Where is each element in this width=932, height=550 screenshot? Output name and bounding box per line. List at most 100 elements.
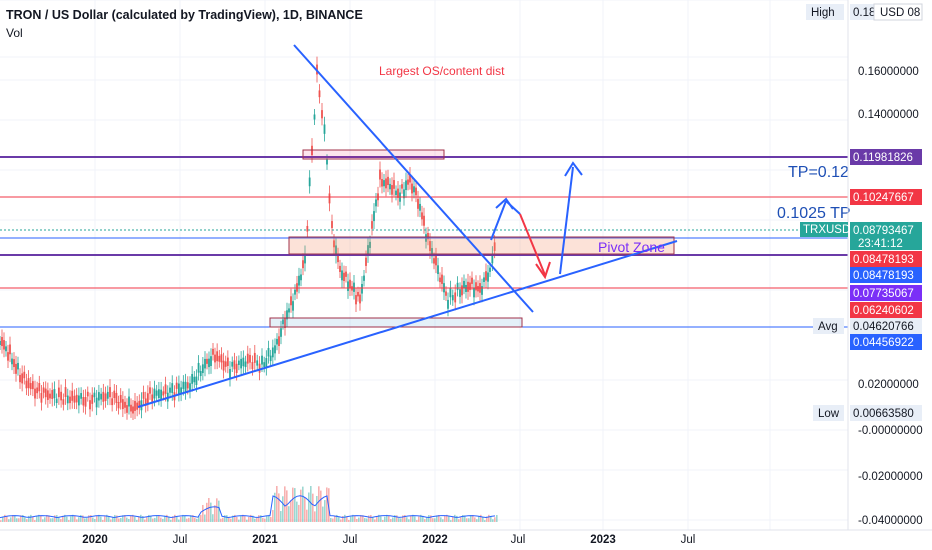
candle-body [304, 253, 306, 264]
volume-bar [380, 516, 382, 522]
volume-bar [158, 515, 160, 522]
volume-bar [166, 514, 168, 522]
candle-body [387, 176, 389, 186]
candle-body [62, 399, 65, 405]
volume-bars [0, 486, 498, 522]
price-axis[interactable]: 0.16000000 0.14000000 0.02000000 -0.0000000… [847, 0, 923, 530]
candle-body [182, 381, 185, 389]
volume-bar [238, 519, 240, 522]
arrow-up-to-tp1[interactable] [559, 161, 583, 275]
candle-body [345, 271, 347, 277]
price-tag-value: 0.08478193 [853, 254, 914, 266]
volume-bar [474, 517, 476, 522]
candle-body [437, 265, 439, 275]
candle-body [109, 387, 111, 398]
volume-bar [244, 516, 246, 522]
volume-bar [54, 515, 56, 522]
volume-bar [410, 515, 412, 522]
candle-body [142, 391, 145, 399]
candle-body [208, 358, 210, 368]
volume-bar [94, 519, 96, 522]
volume-bar [274, 492, 276, 522]
candle-body [265, 358, 268, 368]
candle-body [379, 169, 381, 180]
currency-badge[interactable] [873, 3, 923, 21]
volume-bar [130, 515, 132, 522]
price-tag-label-text: Low [818, 408, 840, 420]
volume-bar [322, 506, 324, 522]
volume-bar [34, 520, 36, 522]
candle-body [25, 380, 28, 389]
volume-bar [356, 518, 358, 522]
volume-bar [272, 510, 274, 522]
arrow-up-to-tp2[interactable] [490, 197, 521, 241]
volume-bar [436, 515, 438, 522]
candle-body [296, 283, 298, 292]
ascending-trendline[interactable] [137, 240, 678, 408]
volume-bar [438, 514, 440, 522]
candle-body [180, 387, 183, 395]
candle-body [461, 285, 463, 296]
zone-bottom[interactable] [269, 317, 523, 328]
descending-trendline[interactable] [293, 44, 534, 313]
volume-bar [428, 515, 430, 522]
volume-bar [4, 514, 6, 522]
candle-body [86, 391, 89, 397]
candle-body [267, 347, 270, 357]
candle-body [463, 280, 465, 288]
candle-body [489, 267, 491, 272]
pivot-zone-label: Pivot Zone [598, 239, 665, 255]
time-tick: Jul [511, 534, 526, 546]
candle-body [171, 383, 174, 393]
candle-body [357, 291, 359, 297]
volume-bar [12, 514, 14, 522]
volume-ma-line [0, 495, 496, 519]
volume-bar [266, 515, 268, 522]
volume-bar [64, 514, 66, 522]
candle-body [132, 406, 134, 414]
price-tag-trx [850, 222, 922, 250]
volume-bar [38, 514, 40, 522]
candle-body [401, 184, 403, 189]
volume-bar [378, 514, 380, 522]
candle-body [381, 178, 383, 187]
volume-bar [76, 519, 78, 522]
zone-top[interactable] [302, 149, 445, 160]
volume-bar [26, 519, 28, 522]
time-axis[interactable]: 2020 Jul 2021 Jul 2022 Jul 2023 Jul [0, 529, 932, 546]
volume-bar [66, 516, 68, 522]
candle-body [439, 277, 441, 283]
candle-body [373, 211, 375, 222]
candle-body [409, 174, 411, 183]
volume-bar [400, 518, 402, 522]
volume-bar [312, 493, 314, 522]
volume-bar [338, 517, 340, 522]
candle-body [134, 400, 136, 411]
volume-bar [108, 516, 110, 522]
arrow-down-to-pivot[interactable] [519, 213, 551, 280]
candle-body [36, 387, 39, 394]
volume-bar [390, 519, 392, 522]
candle-body [477, 285, 479, 292]
volume-bar [170, 519, 172, 522]
candle-body [459, 289, 461, 297]
candle-body [197, 362, 200, 373]
volume-bar [248, 516, 250, 522]
volume-bar [332, 518, 334, 522]
volume-bar [232, 515, 234, 522]
candle-body [29, 383, 32, 390]
candle-body [69, 396, 71, 404]
volume-bar [156, 515, 158, 522]
candle-body [431, 248, 433, 257]
volume-bar [90, 515, 92, 522]
volume-bar [132, 514, 134, 522]
price-tick: 0.16000000 [858, 66, 919, 78]
candle-body [367, 245, 369, 255]
candle-body [483, 277, 485, 283]
volume-bar [354, 515, 356, 522]
candle-body [184, 381, 187, 392]
candle-body [126, 405, 128, 413]
candle-body [9, 344, 11, 355]
volume-bar [348, 519, 350, 522]
